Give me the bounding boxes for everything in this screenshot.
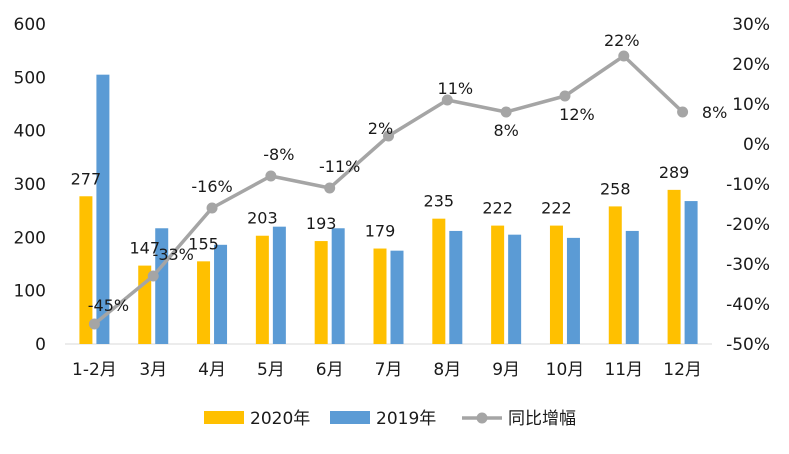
bar-2020-value-label: 222 <box>541 199 572 218</box>
bar-2020 <box>549 225 563 344</box>
yoy-growth-label: -8% <box>263 145 294 164</box>
bar-2019 <box>155 228 169 344</box>
bar-2019 <box>214 244 228 344</box>
bar-2020-value-label: 235 <box>424 192 455 211</box>
left-tick-label: 500 <box>14 68 46 88</box>
bar-2020-value-label: 193 <box>306 214 337 233</box>
legend: 2020年 2019年 同比增幅 <box>204 409 576 429</box>
bar-2019 <box>625 230 639 344</box>
x-tick-label: 12月 <box>663 360 702 380</box>
legend-swatch-2019 <box>330 411 370 424</box>
left-tick-label: 600 <box>14 15 46 35</box>
legend-label-2019: 2019年 <box>376 409 436 429</box>
bar-2020 <box>608 206 622 344</box>
bar-2019 <box>272 226 286 344</box>
bar-2020 <box>491 225 505 344</box>
right-y-axis: -50% -40% -30% -20% -10% 0% 10% 20% 30% <box>726 15 770 355</box>
bar-2019 <box>449 230 463 344</box>
right-tick-label: -10% <box>726 175 770 195</box>
bar-2020-value-label: 277 <box>71 169 102 188</box>
x-axis: 1-2月 3月 4月 5月 6月 7月 8月 9月 10月 11月 12月 <box>65 343 712 380</box>
right-tick-label: 20% <box>732 55 770 75</box>
yoy-growth-point <box>559 90 571 102</box>
yoy-growth-label: 12% <box>559 105 595 124</box>
left-tick-label: 300 <box>14 175 46 195</box>
right-tick-label: -50% <box>726 335 770 355</box>
bar-2020-value-label: 179 <box>365 222 396 241</box>
yoy-growth-point <box>677 106 689 118</box>
yoy-growth-label: 22% <box>604 31 640 50</box>
yoy-growth-label: -45% <box>88 296 129 315</box>
x-tick-label: 3月 <box>139 360 167 380</box>
yoy-growth-label: -11% <box>319 157 360 176</box>
right-tick-label: 30% <box>732 15 770 35</box>
bar-2020-value-label: 289 <box>659 163 690 182</box>
data-labels: 277 147 155 203 193 179 235 222 222 258 289 -45% -33… <box>71 31 728 315</box>
yoy-growth-point <box>88 318 100 330</box>
yoy-growth-label: 11% <box>438 79 474 98</box>
line-series <box>88 50 689 330</box>
legend-swatch-2020 <box>204 411 244 424</box>
right-tick-label: -40% <box>726 295 770 315</box>
bar-2020-value-label: 147 <box>129 239 160 258</box>
left-tick-label: 0 <box>35 335 46 355</box>
yoy-growth-point <box>441 94 453 106</box>
x-tick-label: 4月 <box>198 360 226 380</box>
yoy-growth-point <box>265 170 277 182</box>
bar-2020-value-label: 203 <box>247 209 278 228</box>
x-tick-label: 7月 <box>375 360 403 380</box>
yoy-growth-point <box>383 130 394 142</box>
bar-2020-value-label: 258 <box>600 179 631 198</box>
yoy-growth-line <box>93 54 684 326</box>
bar-2020 <box>314 241 328 344</box>
yoy-growth-point <box>147 270 159 282</box>
bar-2019 <box>566 237 580 344</box>
bar-2020 <box>667 189 681 344</box>
bar-2020 <box>197 261 211 344</box>
bar-2020 <box>255 235 269 344</box>
bar-series <box>79 74 698 345</box>
bar-2019 <box>96 74 110 345</box>
yoy-growth-label: 8% <box>493 121 518 140</box>
bar-2020-value-label: 222 <box>482 199 513 218</box>
right-tick-label: 0% <box>743 135 770 155</box>
yoy-growth-label: 8% <box>702 103 727 122</box>
bar-2020 <box>79 196 93 344</box>
yoy-growth-point <box>206 202 218 214</box>
left-tick-label: 400 <box>14 122 46 142</box>
x-tick-label: 10月 <box>546 360 585 380</box>
bar-2020-value-label: 155 <box>188 234 219 253</box>
x-tick-label: 8月 <box>433 360 461 380</box>
bar-2020 <box>432 218 446 344</box>
yoy-growth-label: 2% <box>368 119 393 138</box>
x-tick-label: 1-2月 <box>72 360 117 380</box>
yoy-growth-point <box>324 182 336 194</box>
x-tick-label: 11月 <box>604 360 643 380</box>
legend-label-yoy: 同比增幅 <box>508 409 576 429</box>
yoy-growth-label: -16% <box>191 177 232 196</box>
left-tick-label: 100 <box>14 282 46 302</box>
x-tick-label: 9月 <box>492 360 520 380</box>
yoy-growth-point <box>618 50 630 62</box>
bar-2019 <box>508 234 522 344</box>
left-tick-label: 200 <box>14 228 46 248</box>
right-tick-label: -20% <box>726 215 770 235</box>
legend-marker-yoy <box>476 412 488 424</box>
x-tick-label: 6月 <box>316 360 344 380</box>
bar-2019 <box>390 250 404 344</box>
yoy-growth-label: -33% <box>153 245 194 264</box>
right-tick-label: 10% <box>732 95 770 115</box>
left-y-axis: 0 100 200 300 400 500 600 <box>14 15 46 355</box>
bar-2019 <box>331 228 345 344</box>
right-tick-label: -30% <box>726 255 770 275</box>
legend-label-2020: 2020年 <box>250 409 310 429</box>
bar-2020 <box>373 248 387 344</box>
x-tick-label: 5月 <box>257 360 285 380</box>
bar-2019 <box>684 201 698 344</box>
yoy-growth-point <box>500 106 512 118</box>
